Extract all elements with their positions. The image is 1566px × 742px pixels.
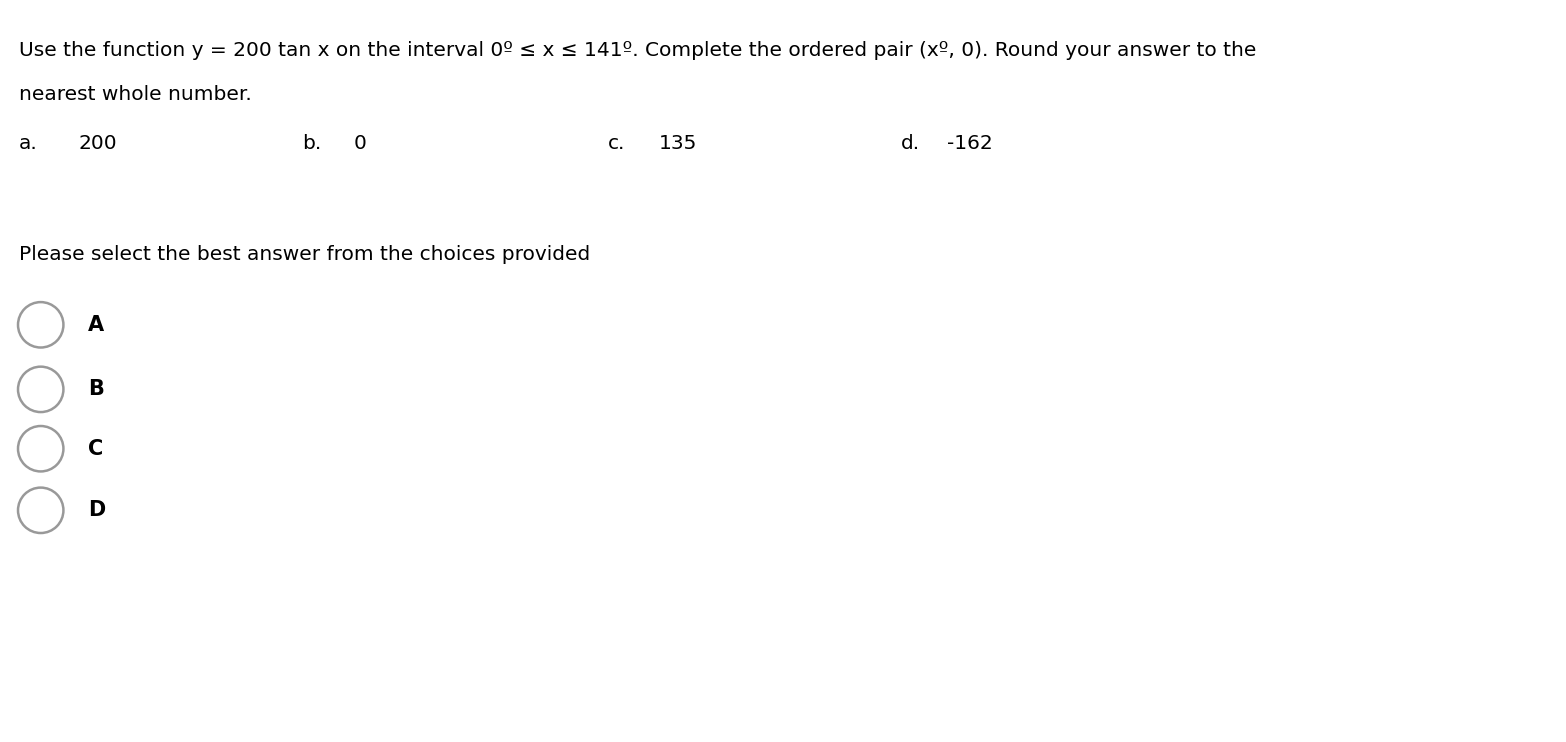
Text: d.: d. <box>900 134 919 153</box>
Text: C: C <box>88 439 103 459</box>
Text: c.: c. <box>608 134 625 153</box>
Text: b.: b. <box>302 134 321 153</box>
Text: A: A <box>88 315 103 335</box>
Text: a.: a. <box>19 134 38 153</box>
Text: 0: 0 <box>354 134 366 153</box>
Text: nearest whole number.: nearest whole number. <box>19 85 252 105</box>
Text: Use the function y = 200 tan x on the interval 0º ≤ x ≤ 141º. Complete the order: Use the function y = 200 tan x on the in… <box>19 41 1256 60</box>
Text: 135: 135 <box>659 134 698 153</box>
Text: D: D <box>88 500 105 520</box>
Text: Please select the best answer from the choices provided: Please select the best answer from the c… <box>19 245 590 264</box>
Text: -162: -162 <box>947 134 993 153</box>
Text: 200: 200 <box>78 134 117 153</box>
Text: B: B <box>88 379 103 399</box>
